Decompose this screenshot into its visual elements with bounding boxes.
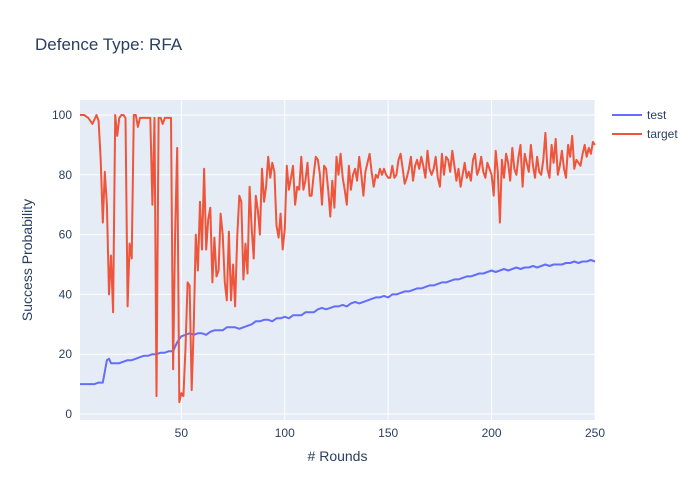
- series-line-test: [80, 259, 596, 386]
- x-tick-label: 50: [175, 426, 189, 440]
- y-axis-title: Success Probability: [19, 199, 35, 321]
- y-tick-label: 20: [59, 347, 73, 361]
- x-axis-title: # Rounds: [308, 448, 368, 464]
- plot-area: [80, 100, 595, 420]
- y-tick-label: 0: [65, 407, 72, 421]
- y-tick-label: 100: [52, 108, 72, 122]
- x-tick-labels: 50 100 150 200 250: [175, 426, 606, 440]
- x-tick-label: 200: [482, 426, 502, 440]
- y-tick-label: 60: [59, 228, 73, 242]
- legend-label: test: [647, 108, 667, 122]
- x-tick-label: 100: [275, 426, 295, 440]
- legend-item-target[interactable]: target: [612, 127, 678, 141]
- y-tick-label: 80: [59, 168, 73, 182]
- y-tick-labels: 0 20 40 60 80 100: [52, 108, 72, 421]
- grid: [80, 100, 596, 420]
- legend[interactable]: test target: [612, 108, 678, 141]
- chart-title: Defence Type: RFA: [35, 35, 183, 54]
- x-tick-label: 250: [585, 426, 605, 440]
- x-tick-label: 150: [378, 426, 398, 440]
- y-tick-label: 40: [59, 287, 73, 301]
- legend-label: target: [647, 127, 678, 141]
- legend-item-test[interactable]: test: [612, 108, 667, 122]
- series-layer: [80, 114, 596, 404]
- series-line-target: [80, 114, 596, 404]
